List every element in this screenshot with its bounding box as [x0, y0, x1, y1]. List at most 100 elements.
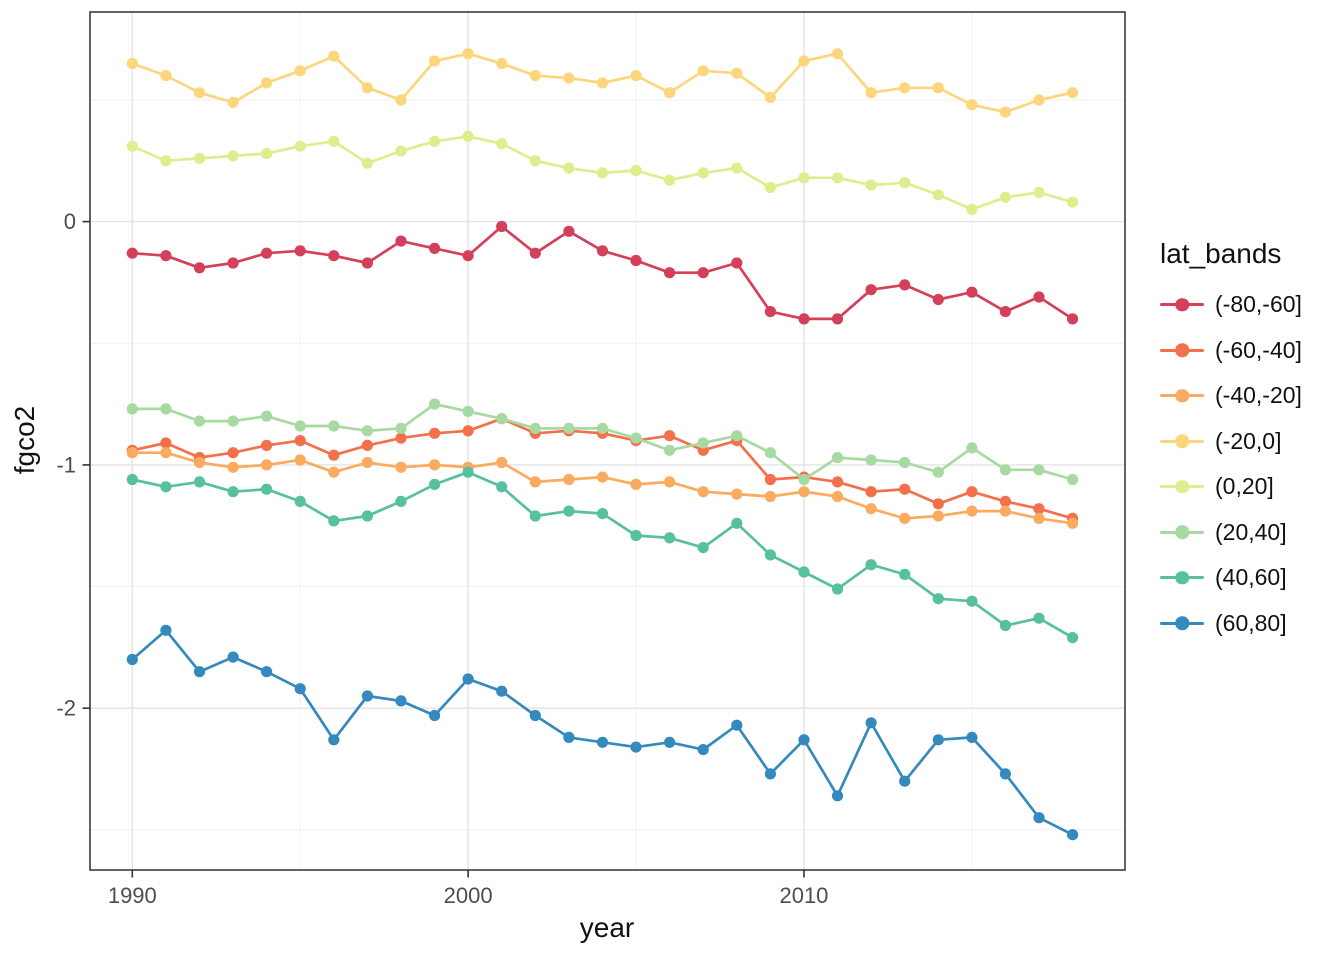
- series-point: [1067, 313, 1079, 325]
- x-tick-label: 2000: [444, 883, 493, 908]
- series-point: [261, 410, 273, 422]
- series-point: [227, 651, 239, 663]
- series-point: [126, 57, 138, 70]
- series-point: [294, 683, 306, 695]
- series-point: [999, 191, 1012, 203]
- series-point: [126, 403, 138, 415]
- series-point: [596, 77, 609, 89]
- series-point: [294, 245, 306, 257]
- series-point: [126, 247, 138, 259]
- series-point: [966, 595, 978, 607]
- series-point: [999, 768, 1012, 780]
- series-point: [596, 471, 609, 483]
- series-point: [563, 473, 575, 486]
- series-point: [529, 709, 541, 722]
- series-point: [395, 495, 407, 507]
- legend-key-icon: [1160, 615, 1204, 631]
- series-point: [966, 486, 978, 498]
- series-point: [294, 65, 306, 77]
- series-point: [563, 72, 575, 84]
- y-tick-label: -1: [56, 452, 76, 477]
- series-point: [563, 731, 575, 744]
- legend-item-label: (0,20]: [1215, 473, 1274, 500]
- series-point: [462, 405, 474, 417]
- series-point: [361, 510, 373, 522]
- series-point: [160, 437, 172, 449]
- series-point: [395, 695, 407, 707]
- legend-item-label: (-20,0]: [1215, 427, 1282, 454]
- series-point: [328, 449, 340, 461]
- series-point: [865, 454, 877, 466]
- series-point: [261, 147, 273, 160]
- legend-key-icon: [1160, 570, 1204, 586]
- series-point: [496, 685, 508, 697]
- series-point: [328, 515, 340, 527]
- legend-key-dot: [1175, 298, 1189, 312]
- series-point: [999, 619, 1012, 632]
- series-point: [630, 741, 642, 753]
- series-point: [899, 775, 911, 787]
- series-point: [529, 422, 541, 434]
- series-point: [395, 432, 407, 444]
- series-point: [999, 464, 1012, 476]
- legend-item: (40,60]: [1160, 555, 1302, 601]
- series-point: [1033, 512, 1045, 525]
- series-point: [395, 461, 407, 473]
- series-point: [563, 505, 575, 517]
- series-point: [496, 57, 508, 70]
- series-point: [429, 478, 441, 490]
- series-point: [596, 245, 609, 257]
- y-tick-label: 0: [64, 209, 76, 234]
- series-point: [731, 257, 743, 269]
- legend-key-icon: [1160, 297, 1204, 313]
- series-point: [764, 306, 777, 318]
- series-point: [865, 284, 877, 296]
- series-point: [160, 70, 172, 82]
- series-point: [899, 483, 911, 495]
- series-point: [999, 106, 1012, 118]
- series-point: [294, 420, 306, 432]
- legend-key-icon: [1160, 433, 1204, 449]
- legend-item: (20,40]: [1160, 510, 1302, 556]
- series-point: [1067, 87, 1079, 99]
- series-point: [831, 452, 844, 464]
- series-point: [932, 293, 944, 306]
- legend-item: (-20,0]: [1160, 419, 1302, 465]
- series-point: [261, 483, 273, 495]
- series-point: [798, 313, 810, 325]
- legend-key-dot: [1175, 616, 1189, 630]
- series-point: [664, 174, 676, 186]
- series-point: [596, 736, 609, 748]
- series-point: [160, 447, 172, 459]
- series-point: [261, 666, 273, 678]
- series-point: [630, 70, 642, 82]
- legend-item-label: (-60,-40]: [1215, 336, 1302, 363]
- series-point: [865, 503, 877, 515]
- series-point: [496, 456, 508, 469]
- series-point: [361, 82, 373, 94]
- series-point: [429, 459, 441, 471]
- series-point: [193, 476, 206, 488]
- series-point: [697, 542, 709, 554]
- series-point: [563, 225, 575, 237]
- series-point: [697, 486, 709, 498]
- legend-item: (60,80]: [1160, 601, 1302, 647]
- series-point: [529, 247, 541, 259]
- series-point: [630, 164, 642, 177]
- series-point: [865, 559, 877, 571]
- series-point: [429, 398, 441, 410]
- series-point: [596, 507, 609, 520]
- series-point: [798, 486, 810, 498]
- series-point: [429, 709, 441, 722]
- legend-key-icon: [1160, 479, 1204, 495]
- series-point: [126, 447, 138, 459]
- legend-key-dot: [1175, 434, 1189, 448]
- series-point: [496, 220, 508, 233]
- legend-item: (-40,-20]: [1160, 373, 1302, 419]
- series-point: [764, 473, 777, 486]
- series-point: [664, 87, 676, 99]
- series-point: [328, 135, 340, 147]
- series-point: [563, 162, 575, 174]
- series-point: [899, 512, 911, 525]
